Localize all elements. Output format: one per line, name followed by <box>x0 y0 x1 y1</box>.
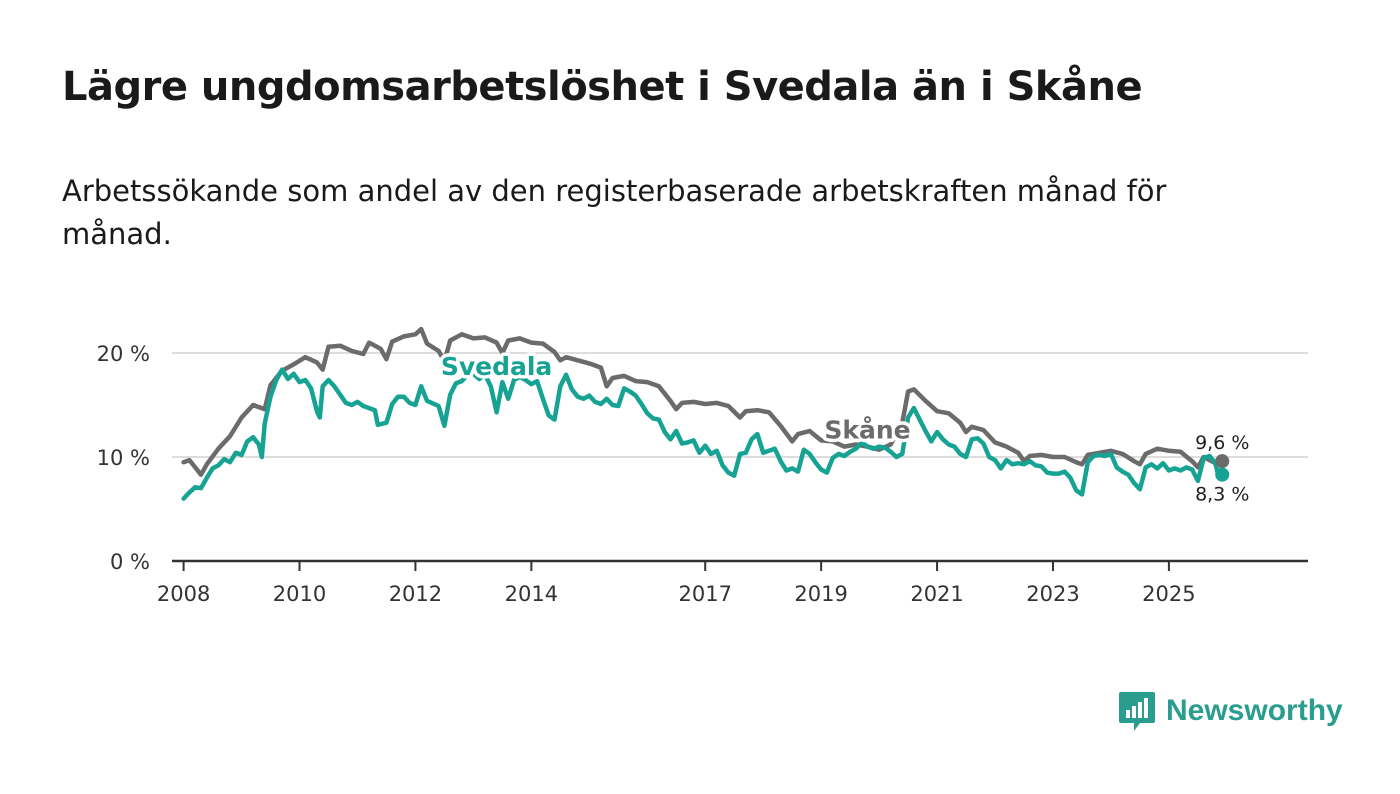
end-value-label: 8,3 % <box>1195 484 1249 506</box>
series-label-halo: Svedala <box>441 352 552 381</box>
series-line-skane <box>181 326 1225 477</box>
end-point-marker <box>1215 467 1230 482</box>
axes: 0 % 10 % 20 % 2008 2010 2012 2014 2017 2019 2021 2… <box>97 342 1308 606</box>
newsworthy-logo[interactable]: Newsworthy <box>1118 690 1343 732</box>
series-line-svedala <box>181 367 1225 501</box>
grid-lines <box>172 352 1308 458</box>
x-tick-label: 2010 <box>273 582 326 606</box>
series-lines <box>181 326 1225 501</box>
series-label-svedala: Svedala <box>441 352 552 381</box>
x-tick-label: 2008 <box>157 582 210 606</box>
x-tick-label: 2025 <box>1142 582 1195 606</box>
brand-name: Newsworthy <box>1166 694 1343 727</box>
end-value-label: 9,6 % <box>1195 432 1249 454</box>
end-point-marker <box>1215 454 1230 469</box>
chart-subtitle: Arbetssökande som andel av den registerb… <box>62 174 1167 251</box>
x-tick-label: 2021 <box>910 582 963 606</box>
series-label-halo: Skåne <box>824 415 910 444</box>
x-tick-label: 2023 <box>1026 582 1079 606</box>
x-tick-label: 2017 <box>678 582 731 606</box>
y-tick-label: 0 % <box>110 550 150 574</box>
y-tick-label: 10 % <box>97 446 150 470</box>
y-tick-label: 20 % <box>97 342 150 366</box>
chart-title: Lägre ungdomsarbetslöshet i Svedala än i… <box>62 64 1143 110</box>
series-label-skane: Skåne <box>824 415 910 444</box>
x-tick-label: 2014 <box>505 582 558 606</box>
x-tick-label: 2012 <box>389 582 442 606</box>
x-tick-label: 2019 <box>794 582 847 606</box>
bar-chart-logo-icon <box>1119 692 1155 731</box>
